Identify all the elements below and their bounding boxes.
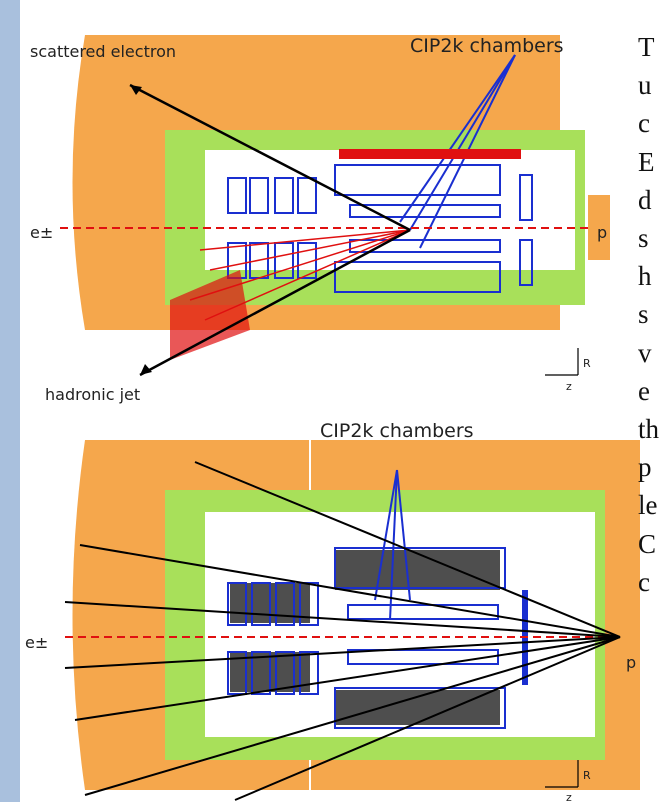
event-displays: scattered electron CIP2k chambers e± p h…: [0, 0, 640, 802]
label: z: [566, 380, 572, 393]
text-line: le: [638, 486, 659, 524]
label: e±: [30, 223, 53, 242]
text-line: p: [638, 448, 659, 486]
label: CIP2k chambers: [320, 420, 474, 442]
text-line: c: [638, 563, 659, 601]
label: CIP2k chambers: [410, 35, 564, 57]
label: p: [626, 653, 636, 672]
text-line: C: [638, 525, 659, 563]
label: p: [597, 223, 607, 242]
text-line: h: [638, 257, 659, 295]
text-line: v: [638, 334, 659, 372]
text-line: E: [638, 143, 659, 181]
label: R: [583, 769, 591, 782]
text-line: d: [638, 181, 659, 219]
top-display: [60, 35, 610, 375]
text-line: u: [638, 66, 659, 104]
text-line: th: [638, 410, 659, 448]
label: e±: [25, 633, 48, 652]
label: R: [583, 357, 591, 370]
text-line: e: [638, 372, 659, 410]
text-line: s: [638, 295, 659, 333]
text-line: s: [638, 219, 659, 257]
page: scattered electron CIP2k chambers e± p h…: [0, 0, 666, 802]
label: scattered electron: [30, 42, 176, 61]
label: z: [566, 791, 572, 802]
label: hadronic jet: [45, 385, 140, 404]
text-line: T: [638, 28, 659, 66]
text-line: c: [638, 104, 659, 142]
bottom-display: [65, 440, 640, 800]
